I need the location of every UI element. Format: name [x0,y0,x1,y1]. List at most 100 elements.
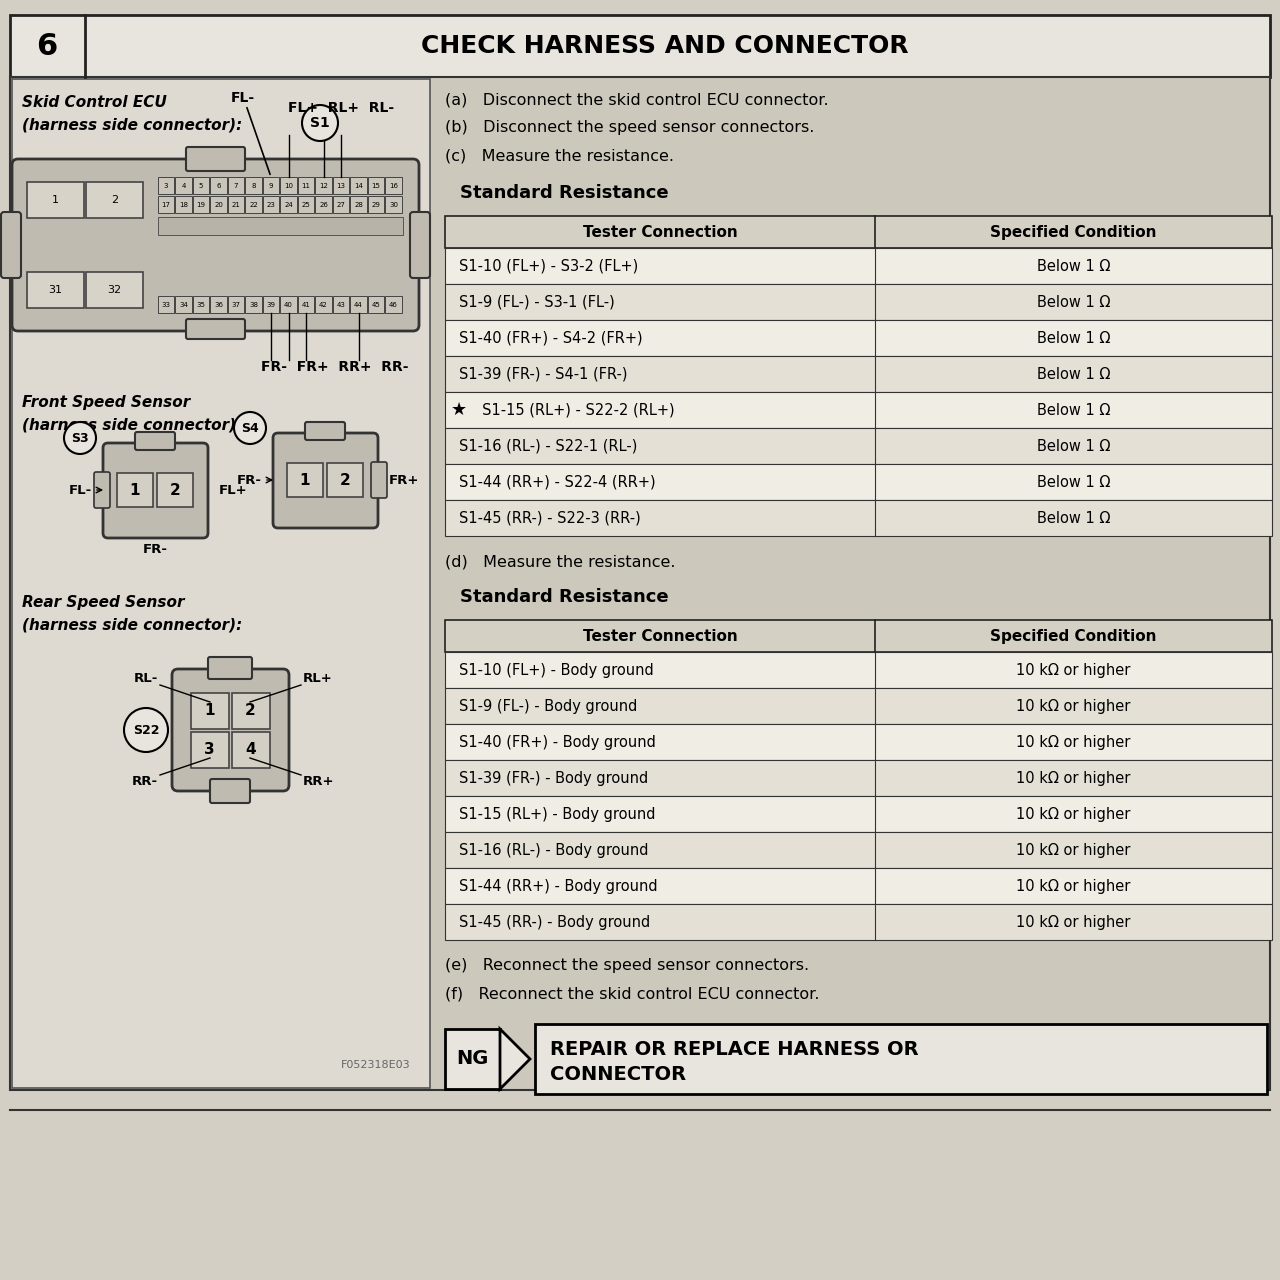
Text: S1-44 (RR+) - Body ground: S1-44 (RR+) - Body ground [460,878,658,893]
FancyBboxPatch shape [27,273,84,308]
Text: 41: 41 [302,302,311,307]
FancyBboxPatch shape [273,433,378,529]
Circle shape [234,412,266,444]
Text: (a)   Disconnect the skid control ECU connector.: (a) Disconnect the skid control ECU conn… [445,92,828,108]
Text: Standard Resistance: Standard Resistance [460,588,668,605]
FancyBboxPatch shape [175,177,192,195]
Text: 10: 10 [284,183,293,188]
Text: (d)   Measure the resistance.: (d) Measure the resistance. [445,554,676,570]
Text: Below 1 Ω: Below 1 Ω [1037,330,1110,346]
FancyBboxPatch shape [333,177,349,195]
Text: Below 1 Ω: Below 1 Ω [1037,402,1110,417]
FancyBboxPatch shape [116,474,154,507]
FancyBboxPatch shape [315,296,332,314]
Text: Front Speed Sensor: Front Speed Sensor [22,396,191,410]
Text: Standard Resistance: Standard Resistance [460,184,668,202]
Text: 23: 23 [266,201,275,207]
FancyBboxPatch shape [445,724,1272,760]
Text: Below 1 Ω: Below 1 Ω [1037,439,1110,453]
FancyBboxPatch shape [280,177,297,195]
Text: 28: 28 [355,201,364,207]
Text: FL+: FL+ [219,484,247,497]
FancyBboxPatch shape [246,177,262,195]
Text: S1-15 (RL+) - S22-2 (RL+): S1-15 (RL+) - S22-2 (RL+) [460,402,675,417]
FancyBboxPatch shape [385,177,402,195]
FancyBboxPatch shape [445,796,1272,832]
Text: 15: 15 [371,183,380,188]
FancyBboxPatch shape [210,296,227,314]
Text: 7: 7 [234,183,238,188]
Text: Specified Condition: Specified Condition [991,224,1157,239]
FancyBboxPatch shape [210,196,227,214]
Text: Below 1 Ω: Below 1 Ω [1037,259,1110,274]
Text: 42: 42 [319,302,328,307]
Text: S1-16 (RL-) - S22-1 (RL-): S1-16 (RL-) - S22-1 (RL-) [460,439,637,453]
FancyBboxPatch shape [445,832,1272,868]
Text: F052318E03: F052318E03 [340,1060,410,1070]
FancyBboxPatch shape [86,182,143,218]
Text: 1: 1 [52,195,59,205]
Text: FL-: FL- [69,484,92,497]
Text: 25: 25 [302,201,310,207]
Polygon shape [500,1029,530,1089]
FancyBboxPatch shape [445,248,1272,284]
FancyBboxPatch shape [186,147,244,172]
FancyBboxPatch shape [315,196,332,214]
FancyBboxPatch shape [385,296,402,314]
Text: FL+  RL+  RL-: FL+ RL+ RL- [288,101,394,115]
FancyBboxPatch shape [367,196,384,214]
Text: 22: 22 [250,201,257,207]
FancyBboxPatch shape [351,296,367,314]
FancyBboxPatch shape [191,692,229,728]
FancyBboxPatch shape [445,356,1272,392]
FancyBboxPatch shape [298,177,315,195]
FancyBboxPatch shape [157,196,174,214]
FancyBboxPatch shape [445,868,1272,904]
FancyBboxPatch shape [193,177,210,195]
FancyBboxPatch shape [287,463,323,497]
Text: 4: 4 [182,183,186,188]
Text: 10 kΩ or higher: 10 kΩ or higher [1016,878,1130,893]
FancyBboxPatch shape [371,462,387,498]
Text: 3: 3 [205,742,215,756]
Text: 10 kΩ or higher: 10 kΩ or higher [1016,842,1130,858]
Text: S3: S3 [72,431,88,444]
Text: 9: 9 [269,183,273,188]
FancyBboxPatch shape [262,196,279,214]
Text: 19: 19 [197,201,206,207]
FancyBboxPatch shape [228,296,244,314]
Text: (c)   Measure the resistance.: (c) Measure the resistance. [445,148,675,163]
FancyBboxPatch shape [175,196,192,214]
Text: 18: 18 [179,201,188,207]
FancyBboxPatch shape [210,177,227,195]
FancyBboxPatch shape [326,463,364,497]
Text: (harness side connector):: (harness side connector): [22,417,242,433]
FancyBboxPatch shape [367,177,384,195]
Text: 2: 2 [246,703,256,718]
FancyBboxPatch shape [280,196,297,214]
Text: 14: 14 [355,183,364,188]
FancyBboxPatch shape [445,689,1272,724]
Text: 29: 29 [371,201,380,207]
Text: Skid Control ECU: Skid Control ECU [22,95,166,110]
FancyBboxPatch shape [157,296,174,314]
Text: RR-: RR- [132,774,157,788]
Text: 11: 11 [302,183,311,188]
Text: 24: 24 [284,201,293,207]
Text: 37: 37 [232,302,241,307]
Text: RL+: RL+ [303,672,333,685]
FancyBboxPatch shape [228,177,244,195]
Text: (e)   Reconnect the speed sensor connectors.: (e) Reconnect the speed sensor connector… [445,957,809,973]
Text: 33: 33 [161,302,170,307]
FancyBboxPatch shape [12,79,430,1088]
FancyBboxPatch shape [315,177,332,195]
Text: 36: 36 [214,302,223,307]
FancyBboxPatch shape [157,177,174,195]
Text: 10 kΩ or higher: 10 kΩ or higher [1016,699,1130,713]
Text: 21: 21 [232,201,241,207]
FancyBboxPatch shape [86,273,143,308]
Text: 27: 27 [337,201,346,207]
FancyBboxPatch shape [445,500,1272,536]
FancyBboxPatch shape [305,422,346,440]
FancyBboxPatch shape [246,196,262,214]
